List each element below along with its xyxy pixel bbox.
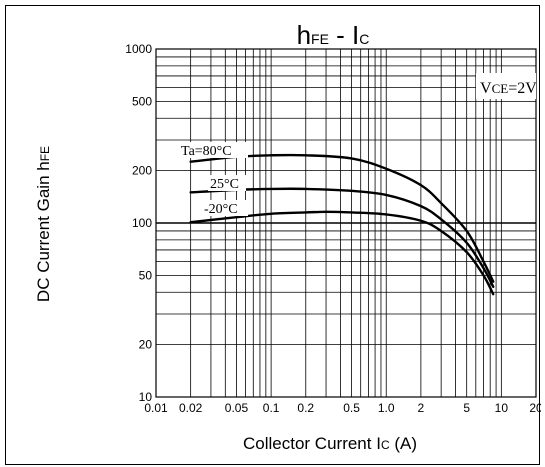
x-axis-label-sub: C xyxy=(381,438,390,452)
y-tick-label: 500 xyxy=(132,94,152,108)
series-labels: Ta=80°C 25°C -20°C xyxy=(178,142,248,217)
x-tick-label: 0.5 xyxy=(343,401,360,415)
series-label-bg-25 xyxy=(208,175,246,191)
y-tick-label: 10 xyxy=(139,390,153,404)
series-line-minus20c xyxy=(189,210,495,296)
series-label-bg-80 xyxy=(178,142,248,158)
x-tick-label: 20 xyxy=(529,401,541,415)
x-axis-label-main: Collector Current I xyxy=(243,434,381,453)
x-tick-label: 2 xyxy=(418,401,425,415)
y-axis-label-sub: FE xyxy=(38,146,52,161)
title-fe: FE xyxy=(311,31,329,47)
grid-lines xyxy=(156,49,536,397)
series-label-bg-m20 xyxy=(202,200,248,216)
y-tick-label: 1000 xyxy=(125,42,152,56)
series-label-80: Ta=80°C xyxy=(181,144,232,159)
series-line-80c xyxy=(189,153,495,283)
x-tick-label: 0.01 xyxy=(144,401,168,415)
condition-rest: =2V xyxy=(508,80,537,97)
title-sep: - I xyxy=(329,20,359,50)
x-axis-label-unit: (A) xyxy=(390,434,417,453)
x-tick-label: 10 xyxy=(495,401,509,415)
chart-title: hFE - IC xyxy=(297,20,370,50)
x-tick-label: 0.02 xyxy=(179,401,203,415)
condition-label: VCE=2V xyxy=(480,80,537,97)
condition-sub: CE xyxy=(492,81,509,96)
y-tick-label: 50 xyxy=(139,268,153,282)
plot-border xyxy=(155,48,537,398)
chart-frame: hFE - IC 0.01 0.02 0.05 0.1 0.2 0.5 1.0 2 5 10 20 1… xyxy=(5,5,541,465)
y-tick-label: 100 xyxy=(132,216,152,230)
x-tick-label: 5 xyxy=(463,401,470,415)
x-tick-label: 1.0 xyxy=(378,401,395,415)
series-line-25c xyxy=(189,187,495,288)
x-tick-label: 0.2 xyxy=(297,401,314,415)
series-label-m20: -20°C xyxy=(204,202,238,217)
series-label-25: 25°C xyxy=(210,177,239,192)
y-axis-title: DC Current Gain hFE xyxy=(34,146,53,302)
x-tick-label: 0.1 xyxy=(263,401,280,415)
chart-svg: hFE - IC 0.01 0.02 0.05 0.1 0.2 0.5 1.0 2 5 10 201… xyxy=(34,20,541,453)
y-tick-label: 20 xyxy=(139,338,153,352)
x-axis-title: Collector Current IC (A) xyxy=(243,434,417,453)
condition-v: V xyxy=(480,80,492,97)
y-axis-label-main: DC Current Gain h xyxy=(34,161,53,302)
condition-bg xyxy=(476,73,536,99)
tick-labels: 0.01 0.02 0.05 0.1 0.2 0.5 1.0 2 5 10 20 10 20 50 100 2… xyxy=(125,42,541,415)
title-c: C xyxy=(359,31,369,47)
y-tick-label: 200 xyxy=(132,164,152,178)
title-h: h xyxy=(297,20,311,50)
x-tick-label: 0.05 xyxy=(225,401,249,415)
series-lines xyxy=(189,153,495,296)
